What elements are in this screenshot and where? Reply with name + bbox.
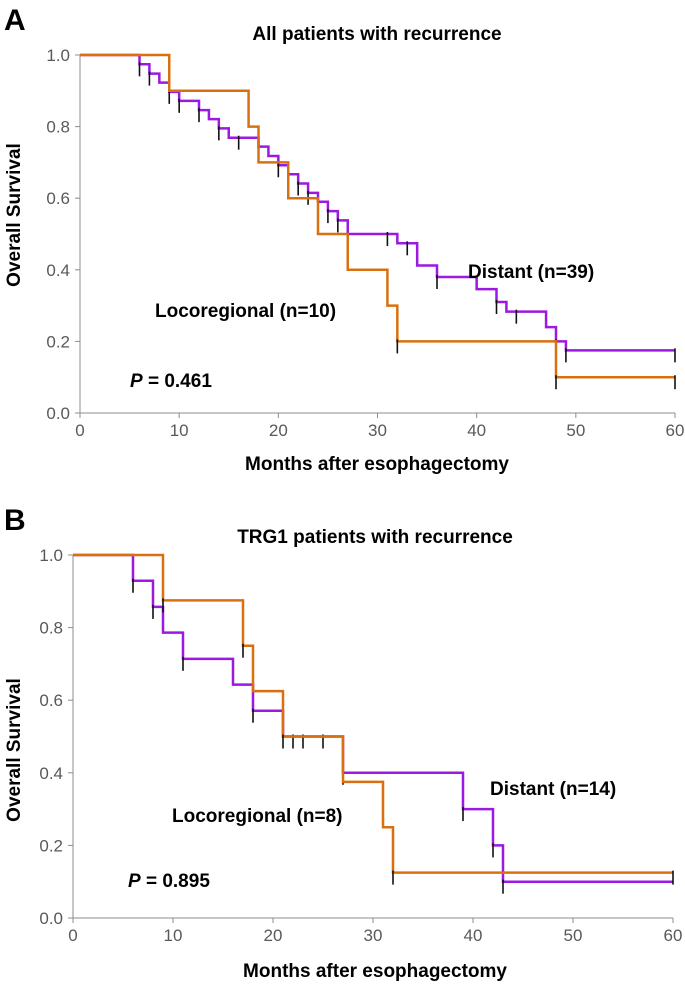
y-axis-label: Overall Survival — [4, 678, 25, 822]
y-tick-label: 0.0 — [39, 909, 63, 928]
y-tick-label: 0.6 — [39, 691, 63, 710]
x-tick-label: 50 — [564, 926, 583, 945]
y-ticks: 0.0 0.2 0.4 0.6 0.8 1.0 — [46, 46, 80, 423]
series-line-locoregional — [80, 53, 675, 379]
p-value: = 0.895 — [141, 871, 211, 892]
panel-a: A All patients with recurrence Overall S… — [4, 4, 684, 475]
p-value-annotation: P = 0.895 — [128, 871, 210, 892]
x-ticks: 0 10 20 30 40 50 60 — [75, 413, 684, 440]
chart-title: All patients with recurrence — [252, 24, 501, 45]
x-tick-label: 10 — [170, 421, 189, 440]
x-tick-label: 30 — [368, 421, 387, 440]
panel-letter-a: A — [4, 4, 26, 37]
series-layer — [73, 553, 674, 894]
x-tick-label: 20 — [264, 926, 283, 945]
legend-label-locoregional: Locoregional (n=8) — [172, 806, 343, 827]
p-value-annotation: P = 0.461 — [130, 371, 212, 392]
p-value: = 0.461 — [143, 371, 213, 392]
p-symbol: P — [128, 871, 141, 892]
series-line-distant — [73, 553, 673, 883]
x-tick-label: 30 — [364, 926, 383, 945]
p-symbol: P — [130, 371, 143, 392]
x-axis-label: Months after esophagectomy — [243, 961, 507, 982]
y-tick-label: 0.2 — [46, 332, 70, 351]
y-tick-label: 1.0 — [39, 546, 63, 565]
y-tick-label: 1.0 — [46, 46, 70, 65]
y-tick-label: 0.2 — [39, 836, 63, 855]
x-tick-label: 0 — [75, 421, 84, 440]
legend-label-distant: Distant (n=14) — [490, 779, 616, 800]
y-ticks: 0.0 0.2 0.4 0.6 0.8 1.0 — [39, 546, 73, 928]
y-axis-label: Overall Survival — [4, 143, 25, 287]
series-layer — [80, 53, 676, 390]
y-tick-label: 0.8 — [46, 118, 70, 137]
legend-label-locoregional: Locoregional (n=10) — [155, 301, 336, 322]
x-tick-label: 20 — [269, 421, 288, 440]
x-axis-label: Months after esophagectomy — [245, 454, 509, 475]
series-line-locoregional — [73, 553, 673, 874]
y-tick-label: 0.4 — [46, 261, 70, 280]
x-ticks: 0 10 20 30 40 50 60 — [68, 918, 682, 945]
legend-label-distant: Distant (n=39) — [468, 262, 594, 283]
panel-b: B TRG1 patients with recurrence Overall … — [4, 504, 682, 982]
panel-letter-b: B — [4, 504, 26, 537]
x-tick-label: 50 — [566, 421, 585, 440]
chart-title: TRG1 patients with recurrence — [237, 527, 513, 548]
series-line-distant — [80, 53, 675, 352]
y-tick-label: 0.6 — [46, 189, 70, 208]
x-tick-label: 0 — [68, 926, 77, 945]
x-tick-label: 40 — [464, 926, 483, 945]
y-tick-label: 0.0 — [46, 404, 70, 423]
x-tick-label: 40 — [467, 421, 486, 440]
y-tick-label: 0.8 — [39, 619, 63, 638]
x-tick-label: 60 — [666, 421, 685, 440]
x-tick-label: 10 — [164, 926, 183, 945]
y-tick-label: 0.4 — [39, 764, 63, 783]
x-tick-label: 60 — [664, 926, 683, 945]
